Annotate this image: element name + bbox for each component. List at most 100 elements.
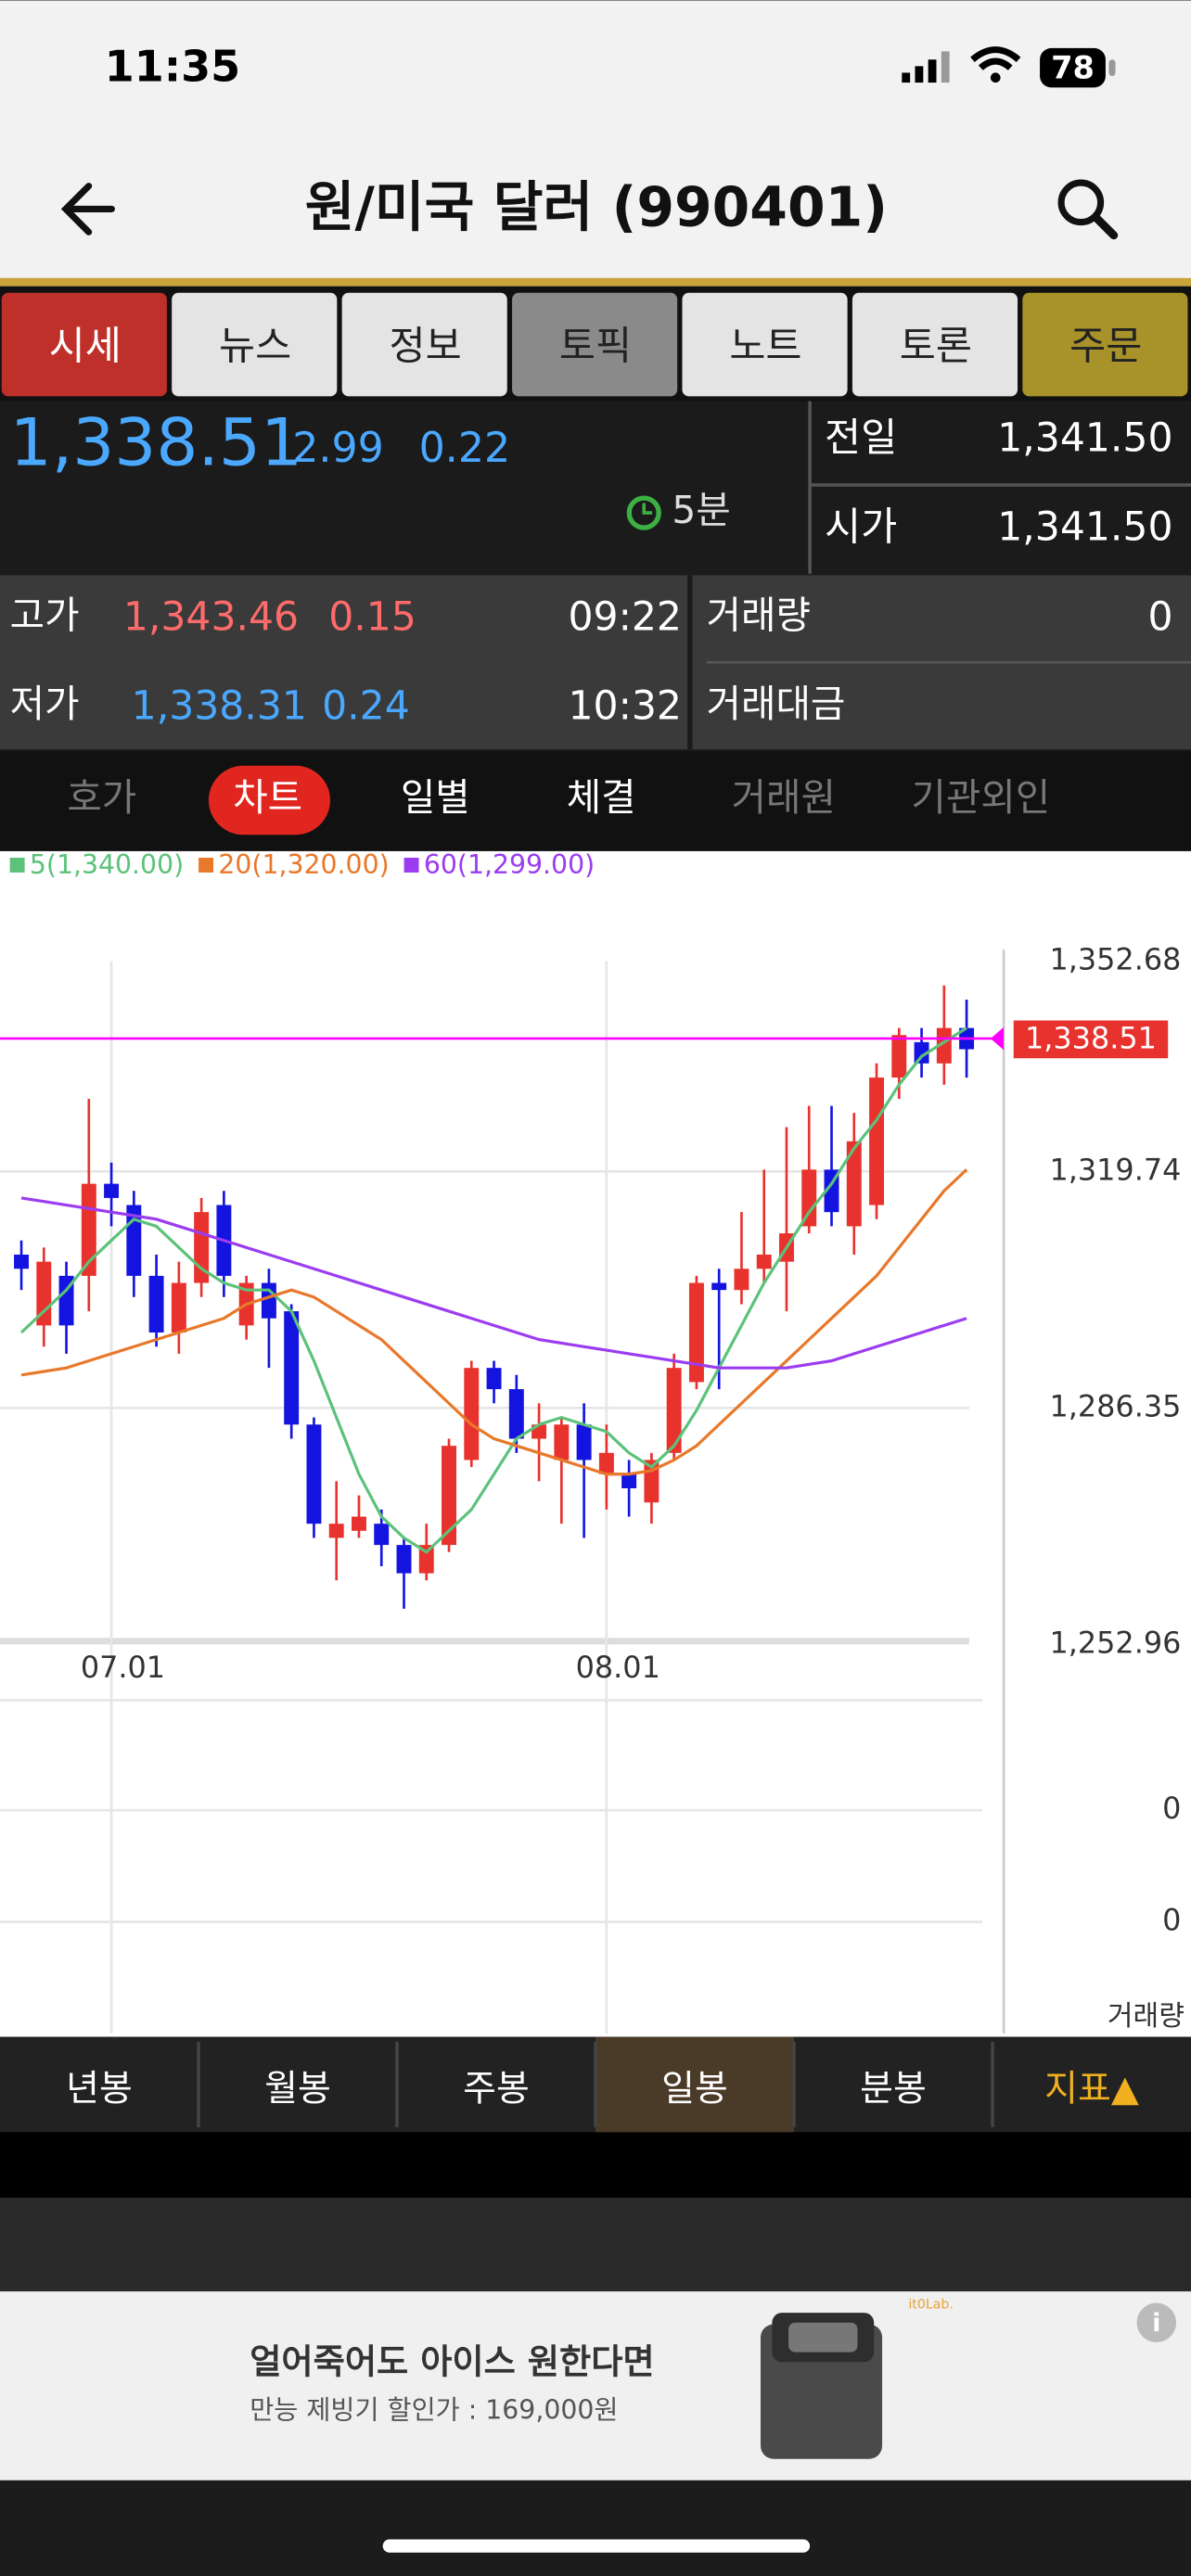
back-button[interactable]: [60, 183, 115, 236]
candle-body: [418, 1545, 434, 1574]
period-active[interactable]: [596, 2036, 794, 2133]
x-tick-label: 07.01: [81, 1650, 165, 1685]
clock-icon: [626, 495, 661, 530]
period-tab[interactable]: 년봉: [66, 2069, 133, 2111]
amount-label: 거래대금: [707, 682, 846, 726]
candle-body: [576, 1424, 592, 1460]
ad-banner[interactable]: [0, 2291, 1191, 2480]
period-tab[interactable]: 분봉: [860, 2069, 927, 2111]
battery-tip: [1108, 59, 1116, 76]
candle-body: [148, 1275, 164, 1333]
sub-tab[interactable]: 체결: [567, 775, 636, 820]
tab[interactable]: [341, 292, 507, 397]
ma-line: [20, 1196, 967, 1370]
period-tab[interactable]: 주봉: [463, 2069, 530, 2111]
legend-label: 20(1,320.00): [218, 849, 389, 880]
candle-body: [464, 1368, 480, 1460]
home-indicator: [382, 2539, 811, 2553]
open-value: 1,341.50: [997, 504, 1172, 550]
signal-icon: [902, 51, 950, 83]
tab[interactable]: [1022, 292, 1188, 397]
candle-body: [711, 1282, 727, 1291]
candle-body: [261, 1282, 276, 1319]
volume-label: 거래량: [707, 593, 811, 637]
tab-label: 토픽: [559, 324, 632, 369]
tab[interactable]: [682, 292, 848, 397]
ma-line: [19, 1027, 967, 1554]
ad-product: [760, 2313, 883, 2459]
change: 2.99: [292, 425, 384, 472]
candle-body: [306, 1424, 322, 1524]
spacer: [0, 2132, 1191, 2199]
sub-tab[interactable]: 일별: [401, 775, 470, 820]
candle-body: [914, 1041, 929, 1064]
candle-body: [756, 1254, 772, 1269]
ad-info[interactable]: [1136, 2302, 1177, 2343]
interval: 5분: [672, 488, 730, 532]
sub-tab-active[interactable]: [208, 765, 330, 835]
y-tick-label: 1,352.68: [1049, 942, 1181, 977]
sub-tab[interactable]: 차트: [233, 775, 302, 820]
candle-body: [352, 1516, 366, 1531]
low-time: 10:32: [568, 683, 681, 729]
sub-tab[interactable]: 기관외인: [911, 775, 1050, 820]
gold-divider: [0, 277, 1191, 287]
candle-body: [374, 1524, 390, 1546]
high: 1,343.46: [123, 595, 299, 641]
volume-tick-label: 0: [1162, 1903, 1181, 1938]
candle-body: [58, 1275, 74, 1326]
high-pct: 0.15: [328, 595, 416, 641]
candle-body: [734, 1269, 749, 1291]
clock-hands: [642, 503, 653, 515]
tab[interactable]: [512, 292, 678, 397]
low: 1,338.31: [132, 683, 307, 729]
volume-label: 거래량: [1108, 2000, 1185, 2033]
candle-body: [554, 1424, 570, 1460]
candle-body: [869, 1078, 884, 1205]
tab[interactable]: [852, 292, 1018, 397]
prev-label: 전일: [825, 416, 897, 462]
candle-body: [621, 1473, 637, 1488]
candle-body: [666, 1368, 682, 1453]
chart-area: [0, 850, 1191, 2037]
page-title: 원/미국 달러 (990401): [305, 175, 888, 238]
y-tick-label: 1,286.35: [1049, 1388, 1181, 1423]
change-pct: 0.22: [419, 425, 511, 472]
legend-label: 60(1,299.00): [424, 849, 595, 880]
ma-line: [20, 1168, 968, 1476]
tab-label: 정보: [389, 324, 461, 369]
search-button[interactable]: [1057, 179, 1119, 240]
sub-tab[interactable]: 거래원: [732, 775, 836, 820]
battery-icon: [1040, 47, 1106, 88]
high-time: 09:22: [568, 595, 681, 641]
sub-tab-bar: [0, 750, 1191, 851]
period-tab[interactable]: 월봉: [264, 2069, 331, 2111]
legend-swatch: [198, 857, 214, 873]
candle-body: [14, 1254, 29, 1269]
high-label: 고가: [10, 593, 80, 637]
prev-value: 1,341.50: [997, 416, 1172, 462]
legend-swatch: [9, 857, 25, 873]
current-price-box: [1013, 1020, 1169, 1059]
ad-info-icon: i: [1152, 2309, 1160, 2338]
candle-body: [396, 1545, 412, 1574]
legend-label: 5(1,340.00): [30, 849, 184, 880]
candle-body: [284, 1311, 300, 1425]
current-marker: [990, 1027, 1005, 1051]
x-tick-label: 08.01: [576, 1650, 660, 1685]
period-tab[interactable]: 지표▲: [1044, 2069, 1139, 2111]
sub-tab[interactable]: 호가: [67, 775, 136, 820]
current-price: 1,338.51: [10, 404, 302, 481]
period-tab[interactable]: 일봉: [661, 2069, 728, 2111]
wifi-icon: [970, 46, 1021, 70]
candle-body: [171, 1282, 186, 1333]
candle-body: [508, 1389, 524, 1439]
candle-body: [442, 1446, 456, 1546]
tab-label: 토론: [900, 324, 972, 369]
tab[interactable]: [1, 292, 167, 397]
tab[interactable]: [172, 292, 338, 397]
candle-body: [104, 1183, 120, 1198]
wifi-dot: [990, 72, 1001, 83]
volume: 0: [1147, 595, 1172, 641]
